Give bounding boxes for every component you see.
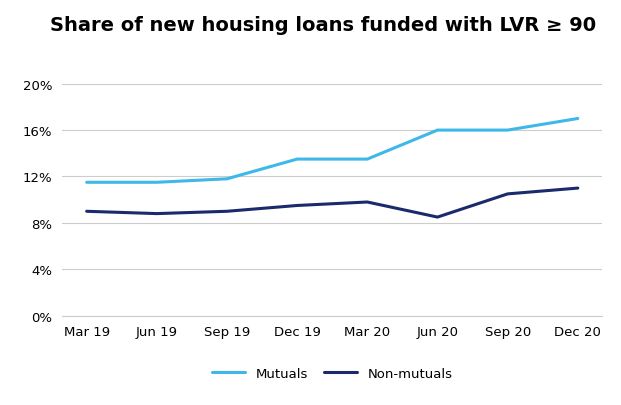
Line: Mutuals: Mutuals bbox=[87, 119, 578, 183]
Mutuals bbox=[294, 157, 301, 162]
Non-mutuals bbox=[433, 215, 441, 220]
Mutuals bbox=[504, 128, 511, 133]
Line: Non-mutuals: Non-mutuals bbox=[87, 189, 578, 217]
Non-mutuals bbox=[224, 209, 231, 214]
Mutuals bbox=[433, 128, 441, 133]
Mutuals bbox=[224, 177, 231, 182]
Legend: Mutuals, Non-mutuals: Mutuals, Non-mutuals bbox=[207, 361, 458, 385]
Non-mutuals bbox=[504, 192, 511, 197]
Non-mutuals bbox=[294, 204, 301, 209]
Non-mutuals bbox=[153, 212, 161, 217]
Non-mutuals bbox=[363, 200, 371, 205]
Mutuals bbox=[153, 180, 161, 185]
Text: Share of new housing loans funded with LVR ≥ 90: Share of new housing loans funded with L… bbox=[50, 16, 596, 35]
Mutuals bbox=[363, 157, 371, 162]
Mutuals bbox=[83, 180, 91, 185]
Non-mutuals bbox=[574, 186, 581, 191]
Mutuals bbox=[574, 117, 581, 121]
Non-mutuals bbox=[83, 209, 91, 214]
